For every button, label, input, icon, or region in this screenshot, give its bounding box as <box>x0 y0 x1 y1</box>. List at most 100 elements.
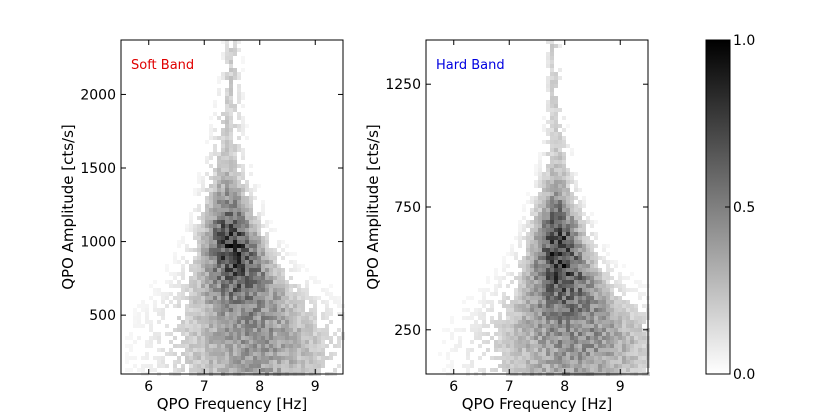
density-cell <box>241 244 245 248</box>
density-cell <box>454 344 458 348</box>
density-cell <box>261 356 265 360</box>
density-cell <box>506 332 510 336</box>
density-cell <box>317 280 321 284</box>
density-cell <box>518 240 522 244</box>
density-cell <box>518 364 522 368</box>
density-cell <box>606 272 610 276</box>
density-cell <box>249 248 253 252</box>
density-cell <box>233 284 237 288</box>
density-cell <box>554 276 558 280</box>
density-cell <box>201 292 205 296</box>
density-cell <box>277 356 281 360</box>
density-cell <box>305 352 309 356</box>
density-cell <box>197 260 201 264</box>
density-cell <box>518 312 522 316</box>
density-cell <box>542 172 546 176</box>
density-cell <box>237 364 241 368</box>
density-cell <box>626 356 630 360</box>
density-cell <box>478 368 482 372</box>
density-cell <box>305 368 309 372</box>
density-cell <box>305 328 309 332</box>
density-cell <box>546 220 550 224</box>
density-cell <box>265 352 269 356</box>
density-cell <box>598 316 602 320</box>
density-cell <box>510 272 514 276</box>
density-cell <box>610 304 614 308</box>
density-cell <box>554 196 558 200</box>
density-cell <box>181 344 185 348</box>
density-cell <box>225 136 229 140</box>
density-cell <box>514 304 518 308</box>
density-cell <box>566 248 570 252</box>
density-cell <box>237 48 241 52</box>
density-cell <box>530 344 534 348</box>
density-cell <box>197 348 201 352</box>
density-cell <box>522 360 526 364</box>
density-cell <box>558 160 562 164</box>
density-cell <box>550 124 554 128</box>
density-cell <box>642 344 646 348</box>
density-cell <box>546 320 550 324</box>
density-cell <box>189 308 193 312</box>
x-tick-label: 8 <box>255 379 264 395</box>
density-cell <box>221 160 225 164</box>
density-cell <box>598 304 602 308</box>
density-cell <box>514 320 518 324</box>
density-cell <box>125 336 129 340</box>
density-cell <box>193 236 197 240</box>
density-cell <box>578 300 582 304</box>
density-cell <box>502 328 506 332</box>
density-cell <box>526 276 530 280</box>
density-cell <box>602 292 606 296</box>
density-cell <box>221 260 225 264</box>
density-cell <box>221 236 225 240</box>
density-cell <box>586 308 590 312</box>
density-cell <box>197 308 201 312</box>
density-cell <box>173 344 177 348</box>
density-cell <box>534 204 538 208</box>
density-cell <box>297 288 301 292</box>
density-cell <box>574 284 578 288</box>
density-cell <box>189 340 193 344</box>
density-cell <box>201 236 205 240</box>
density-cell <box>225 352 229 356</box>
density-cell <box>578 352 582 356</box>
density-cell <box>305 344 309 348</box>
density-cell <box>313 324 317 328</box>
density-cell <box>285 252 289 256</box>
density-cell <box>257 320 261 324</box>
density-cell <box>550 316 554 320</box>
density-cell <box>574 240 578 244</box>
density-cell <box>570 288 574 292</box>
density-cell <box>257 184 261 188</box>
density-cell <box>201 312 205 316</box>
density-cell <box>574 332 578 336</box>
density-cell <box>329 336 333 340</box>
density-cell <box>245 324 249 328</box>
density-cell <box>233 196 237 200</box>
density-cell <box>546 216 550 220</box>
density-cell <box>590 312 594 316</box>
density-cell <box>217 340 221 344</box>
density-cell <box>209 188 213 192</box>
density-cell <box>638 364 642 368</box>
density-cell <box>249 188 253 192</box>
density-cell <box>209 220 213 224</box>
density-cell <box>277 344 281 348</box>
density-cell <box>217 176 221 180</box>
density-cell <box>229 320 233 324</box>
density-cell <box>478 328 482 332</box>
density-cell <box>289 312 293 316</box>
density-cell <box>201 216 205 220</box>
density-cell <box>161 356 165 360</box>
density-cell <box>233 72 237 76</box>
density-cell <box>205 288 209 292</box>
density-cell <box>209 244 213 248</box>
density-cell <box>614 368 618 372</box>
density-cell <box>538 348 542 352</box>
density-cell <box>249 360 253 364</box>
density-cell <box>554 96 558 100</box>
density-cell <box>205 324 209 328</box>
density-cell <box>630 288 634 292</box>
density-cell <box>610 288 614 292</box>
